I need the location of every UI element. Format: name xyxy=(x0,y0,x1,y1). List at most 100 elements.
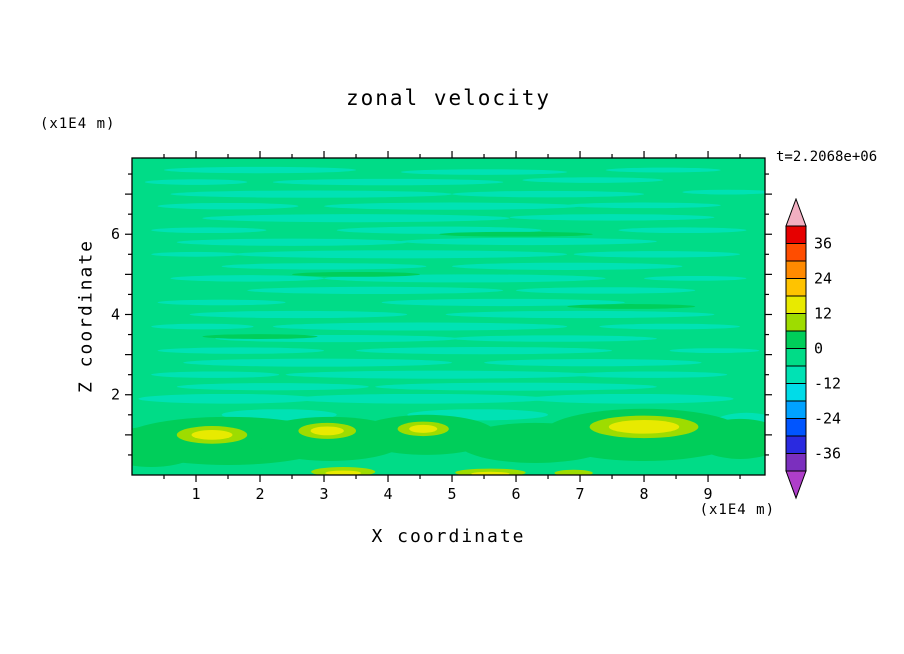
field-blob-streak-neg xyxy=(234,250,568,259)
field-blob-streak-neg xyxy=(189,310,408,319)
field-blob-streak-neg xyxy=(151,227,267,234)
colorbar-box xyxy=(785,348,807,367)
field-blob-streak-neg xyxy=(516,287,696,294)
field-blob-streak-neg xyxy=(272,178,504,186)
field-blob-streak-neg xyxy=(272,322,568,331)
field-blob-streak-neg xyxy=(151,251,241,257)
y-axis-units: (x1E4 m) xyxy=(40,116,116,132)
x-tick-label: 8 xyxy=(640,485,649,503)
field-blob-yellow xyxy=(325,470,362,475)
field-blob-streak-neg xyxy=(164,166,357,174)
field-blob-streak-neg xyxy=(400,237,657,246)
field-blob-streak-neg xyxy=(509,214,715,221)
field-blob-streak-neg xyxy=(157,347,325,354)
field-blob-yellow xyxy=(409,424,438,433)
field-blob-streak-neg xyxy=(381,298,625,307)
colorbar-box xyxy=(785,365,807,384)
x-tick-label: 4 xyxy=(384,485,393,503)
x-tick-label: 9 xyxy=(704,485,713,503)
field-blob-streak-neg xyxy=(324,274,606,283)
field-blob-streak-neg xyxy=(138,393,318,404)
field-blob-streak-neg xyxy=(452,262,683,270)
colorbar: 36 24 12 0 -12 -24 -36 xyxy=(785,198,841,500)
timestamp-label: t=2.2068e+06 xyxy=(776,149,878,165)
field-blob-green-pos xyxy=(567,304,696,309)
field-blob-yellow xyxy=(310,426,344,436)
colorbar-box xyxy=(785,243,807,262)
field-blob-green-pos xyxy=(202,334,318,339)
field-blob-streak-neg xyxy=(183,358,453,367)
x-tick-label: 2 xyxy=(255,485,264,503)
field-blob-streak-neg xyxy=(170,275,325,282)
colorbar-box xyxy=(785,418,807,437)
x-tick-label: 3 xyxy=(319,485,328,503)
field-blob-streak-neg xyxy=(452,335,657,342)
field-blob-streak-neg xyxy=(484,359,702,367)
field-blob-streak-neg xyxy=(618,227,747,234)
field-blob-streak-neg xyxy=(356,346,613,355)
y-tick-label: 2 xyxy=(111,386,120,404)
field-blob-streak-neg xyxy=(445,310,715,319)
colorbar-box xyxy=(785,313,807,332)
plot-frame xyxy=(131,157,766,476)
colorbar-box xyxy=(785,453,807,472)
colorbar-label: 24 xyxy=(814,270,832,288)
field-blob-green-pos xyxy=(695,418,765,459)
colorbar-box xyxy=(785,435,807,454)
field-blob-streak-neg xyxy=(144,179,248,185)
field-blob-yellow-green xyxy=(554,469,593,475)
field-blob-streak-neg xyxy=(176,383,369,391)
field-blob-streak-neg xyxy=(285,370,593,379)
field-blob-streak-neg xyxy=(573,251,741,258)
y-tick-label: 4 xyxy=(111,305,120,323)
axis-ticks xyxy=(125,151,772,482)
field-blob-streak-neg xyxy=(151,371,280,378)
colorbar-box xyxy=(785,225,807,244)
field-blob-streak-neg xyxy=(157,202,299,210)
colorbar-label: -36 xyxy=(814,445,841,463)
field-blob-streak-neg xyxy=(176,238,408,246)
field-blob-streak-neg xyxy=(170,190,453,198)
colorbar-box xyxy=(785,400,807,419)
x-tick-label: 1 xyxy=(191,485,200,503)
field-blob-yellow xyxy=(471,471,510,475)
field-blob-streak-neg xyxy=(157,299,286,306)
colorbar-label: -24 xyxy=(814,410,841,428)
field-blob-streak-neg xyxy=(247,286,504,295)
colorbar-box xyxy=(785,330,807,349)
colorbar-box xyxy=(785,383,807,402)
field-blob-streak-neg xyxy=(400,169,568,175)
field-blob-streak-neg xyxy=(599,323,741,330)
field-blob-streak-neg xyxy=(292,393,549,404)
x-axis-units: (x1E4 m) xyxy=(699,502,775,518)
x-axis-label: X coordinate xyxy=(371,526,526,547)
field-blob-yellow xyxy=(191,430,233,440)
field-blob-streak-neg xyxy=(605,167,721,173)
field-blob-green-pos xyxy=(439,231,593,237)
field-blob-streak-neg xyxy=(375,382,657,391)
field-blob-streak-neg xyxy=(324,202,581,210)
field-blob-streak-neg xyxy=(221,263,427,270)
x-tick-label: 7 xyxy=(576,485,585,503)
field-blob-streak-neg xyxy=(452,190,645,198)
chart-title: zonal velocity xyxy=(345,86,551,110)
field-blob-streak-neg xyxy=(669,348,760,354)
colorbar-label: -12 xyxy=(814,375,841,393)
x-tick-label: 6 xyxy=(512,485,521,503)
colorbar-label: 36 xyxy=(814,235,832,253)
colorbar-box xyxy=(785,295,807,314)
colorbar-arrow-bottom-icon xyxy=(785,470,807,500)
colorbar-label: 12 xyxy=(814,305,832,323)
field-blob-streak-neg xyxy=(644,275,747,281)
field-blob-streak-neg xyxy=(522,177,664,183)
colorbar-label: 0 xyxy=(814,340,823,358)
y-axis-label: Z coordinate xyxy=(75,238,97,394)
field-blob-green-pos xyxy=(292,271,421,277)
colorbar-box xyxy=(785,260,807,279)
field-blob-streak-neg xyxy=(567,202,721,209)
contour-field xyxy=(132,158,765,475)
field-blob-streak-neg xyxy=(202,214,510,223)
colorbar-box xyxy=(785,278,807,297)
field-blob-streak-neg xyxy=(573,371,728,378)
